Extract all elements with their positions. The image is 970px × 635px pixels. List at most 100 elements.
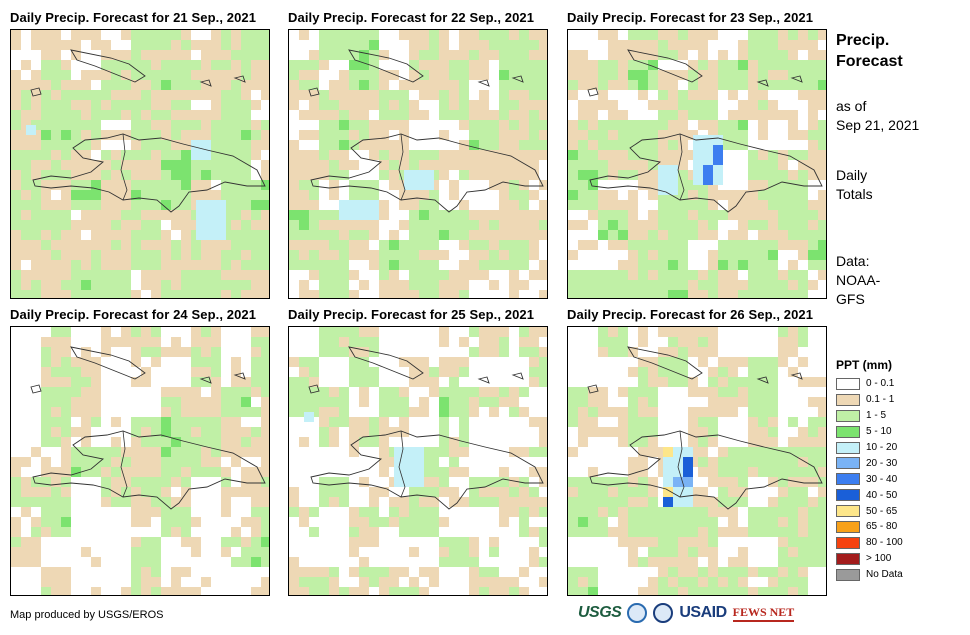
precip-cell [289,150,299,160]
precip-cell [339,280,349,290]
precip-cell [399,367,409,377]
precip-cell [359,377,369,387]
precip-cell [698,50,708,60]
precip-cell [708,497,718,507]
precip-cell [808,507,818,517]
precip-cell [748,387,758,397]
precip-cell [151,120,161,130]
precip-cell [51,337,61,347]
precip-cell [91,90,101,100]
precip-cell [718,357,728,367]
precip-cell [309,467,319,477]
precip-cell [778,507,788,517]
precip-cell [718,90,728,100]
precip-cell [778,200,788,210]
precip-cell [539,577,547,587]
precip-cell [309,70,319,80]
precip-cell [688,260,698,270]
precip-cell [598,100,608,110]
precip-cell [161,467,171,477]
precip-cell [369,190,379,200]
country-border [120,133,128,201]
precip-cell [151,140,161,150]
precip-cell [121,40,131,50]
precip-cell [231,220,241,230]
precip-cell [708,357,718,367]
precip-cell [379,210,389,220]
precip-cell [221,467,231,477]
precip-cell [151,280,161,290]
precip-cell [728,40,738,50]
island-outline [233,75,246,83]
precip-cell [101,367,111,377]
precip-cell [369,90,379,100]
precip-cell [21,417,31,427]
legend-swatch [836,377,860,390]
precip-cell [289,507,299,517]
precip-cell [539,260,547,270]
precip-cell [768,160,778,170]
precip-cell [71,240,81,250]
precip-cell [698,80,708,90]
precip-cell [798,200,808,210]
precip-cell [399,30,409,40]
precip-cell [618,427,628,437]
country-border [677,430,685,498]
precip-cell [51,260,61,270]
precip-cell [151,80,161,90]
precip-cell [181,327,191,337]
precip-cell [439,260,449,270]
precip-cell [379,60,389,70]
precip-cell [141,280,151,290]
precip-cell-wet [683,467,693,477]
precip-cell [201,270,211,280]
precip-cell [778,397,788,407]
precip-cell-wet [693,165,703,175]
precip-cell [211,417,221,427]
precip-cell [738,190,748,200]
precip-cell [309,290,319,298]
precip-cell [778,70,788,80]
precip-cell [221,397,231,407]
precip-cell [289,577,299,587]
precip-cell [379,507,389,517]
precip-cell [389,100,399,110]
precip-cell [568,477,578,487]
precip-cell [748,347,758,357]
precip-cell [728,60,738,70]
precip-cell [409,280,419,290]
precip-cell [151,587,161,595]
precip-cell [101,200,111,210]
precip-cell [539,497,547,507]
precip-cell [608,527,618,537]
precip-cell [628,547,638,557]
precip-cell [489,240,499,250]
precip-cell [161,280,171,290]
precip-cell [21,210,31,220]
precip-cell [768,547,778,557]
precip-cell [121,487,131,497]
precip-cell [339,90,349,100]
precip-cell [359,170,369,180]
precip-cell [678,100,688,110]
precip-cell [668,150,678,160]
precip-cell [608,427,618,437]
precip-cell [91,537,101,547]
precip-cell [81,220,91,230]
precip-cell [588,220,598,230]
precip-cell [211,30,221,40]
precip-cell [211,547,221,557]
precip-cell [181,357,191,367]
precip-cell [379,40,389,50]
precip-cell [141,200,151,210]
precip-cell [289,120,299,130]
precip-cell [818,210,826,220]
precip-cell [339,517,349,527]
precip-cell [449,80,459,90]
precip-cell [698,577,708,587]
precip-cell [151,40,161,50]
precip-cell [399,487,409,497]
precip-cell [111,537,121,547]
island-outline [308,384,320,394]
precip-cell [608,160,618,170]
